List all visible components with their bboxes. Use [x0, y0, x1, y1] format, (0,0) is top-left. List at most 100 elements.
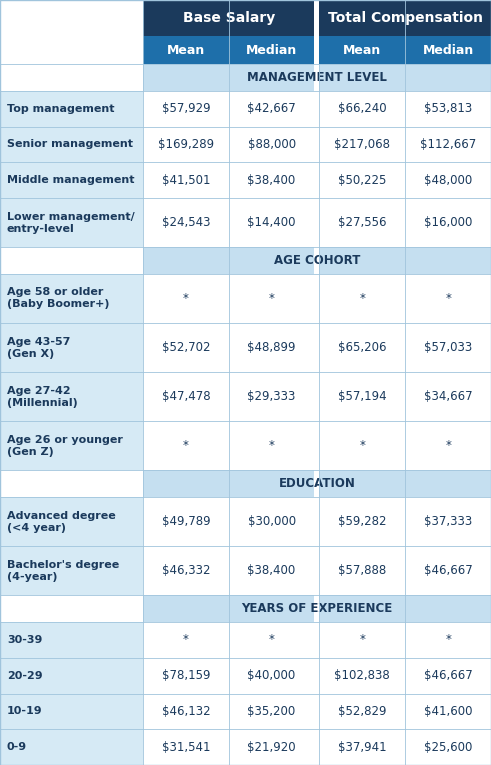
Text: *: *	[269, 292, 274, 305]
Bar	[0, 91, 143, 126]
Text: $35,200: $35,200	[247, 705, 296, 718]
Bar	[0, 162, 143, 198]
Text: 0-9: 0-9	[7, 742, 27, 752]
Text: Mean: Mean	[167, 44, 205, 57]
Text: *: *	[445, 633, 451, 646]
Text: MANAGEMENT LEVEL: MANAGEMENT LEVEL	[247, 71, 387, 84]
Bar	[0, 274, 143, 323]
Text: $24,543: $24,543	[162, 216, 210, 229]
Bar	[229, 372, 315, 422]
Bar	[320, 546, 405, 595]
Text: $47,478: $47,478	[162, 390, 210, 403]
Bar	[0, 497, 143, 546]
Bar	[315, 247, 320, 274]
Text: $46,667: $46,667	[424, 565, 472, 578]
Text: *: *	[359, 292, 365, 305]
Text: 20-29: 20-29	[7, 671, 43, 681]
Text: Bachelor's degree
(4-year): Bachelor's degree (4-year)	[7, 560, 119, 581]
Bar	[0, 729, 143, 765]
Bar	[405, 497, 491, 546]
Bar	[143, 91, 229, 126]
Bar	[0, 247, 143, 274]
Bar	[405, 323, 491, 372]
Bar	[229, 36, 315, 64]
Bar	[0, 0, 143, 36]
Text: $78,159: $78,159	[162, 669, 210, 682]
Bar	[0, 658, 143, 694]
Text: AGE COHORT: AGE COHORT	[274, 254, 360, 267]
Text: $57,929: $57,929	[162, 103, 210, 116]
Bar	[229, 274, 315, 323]
Text: $88,000: $88,000	[247, 138, 296, 151]
Bar	[0, 64, 143, 91]
Bar	[315, 274, 320, 323]
Bar	[315, 91, 320, 126]
Text: $37,333: $37,333	[424, 515, 472, 528]
Bar	[315, 658, 320, 694]
Bar	[315, 546, 320, 595]
Text: Age 43-57
(Gen X): Age 43-57 (Gen X)	[7, 337, 70, 359]
Bar	[143, 546, 229, 595]
Text: $31,541: $31,541	[162, 741, 210, 754]
Text: $53,813: $53,813	[424, 103, 472, 116]
Bar	[143, 470, 491, 497]
Text: $102,838: $102,838	[334, 669, 390, 682]
Text: Total Compensation: Total Compensation	[328, 11, 483, 25]
Bar	[143, 497, 229, 546]
Bar	[405, 274, 491, 323]
Bar	[0, 622, 143, 658]
Text: $50,225: $50,225	[338, 174, 386, 187]
Text: $57,033: $57,033	[424, 341, 472, 354]
Bar	[320, 422, 405, 470]
Text: $41,600: $41,600	[424, 705, 472, 718]
Bar	[0, 694, 143, 729]
Bar	[143, 595, 491, 622]
Text: *: *	[445, 292, 451, 305]
Bar	[143, 323, 229, 372]
Bar	[315, 162, 320, 198]
Bar	[229, 497, 315, 546]
Text: $112,667: $112,667	[420, 138, 476, 151]
Bar	[315, 36, 320, 64]
Bar	[405, 126, 491, 162]
Text: $40,000: $40,000	[247, 669, 296, 682]
Bar	[320, 274, 405, 323]
Bar	[315, 729, 320, 765]
Bar	[229, 198, 315, 247]
Text: $14,400: $14,400	[247, 216, 296, 229]
Text: Senior management: Senior management	[7, 139, 133, 149]
Text: Age 58 or older
(Baby Boomer+): Age 58 or older (Baby Boomer+)	[7, 288, 109, 309]
Bar	[315, 470, 320, 497]
Bar	[143, 64, 491, 91]
Text: $38,400: $38,400	[247, 565, 296, 578]
Text: Median: Median	[422, 44, 474, 57]
Bar	[229, 422, 315, 470]
Bar	[320, 497, 405, 546]
Text: Base Salary: Base Salary	[183, 11, 275, 25]
Bar	[315, 422, 320, 470]
Bar	[143, 372, 229, 422]
Bar	[143, 422, 229, 470]
Bar	[143, 36, 229, 64]
Bar	[229, 162, 315, 198]
Bar	[143, 247, 491, 274]
Text: Mean: Mean	[343, 44, 382, 57]
Text: $34,667: $34,667	[424, 390, 472, 403]
Bar	[143, 658, 229, 694]
Text: *: *	[359, 633, 365, 646]
Text: *: *	[183, 292, 189, 305]
Text: 10-19: 10-19	[7, 706, 43, 716]
Bar	[320, 162, 405, 198]
Text: $57,888: $57,888	[338, 565, 386, 578]
Bar	[143, 198, 229, 247]
Bar	[320, 323, 405, 372]
Bar	[320, 658, 405, 694]
Bar	[229, 126, 315, 162]
Bar	[315, 0, 320, 36]
Bar	[229, 91, 315, 126]
Bar	[405, 694, 491, 729]
Text: Advanced degree
(<4 year): Advanced degree (<4 year)	[7, 511, 116, 532]
Bar	[143, 0, 315, 36]
Bar	[315, 622, 320, 658]
Text: $59,282: $59,282	[338, 515, 386, 528]
